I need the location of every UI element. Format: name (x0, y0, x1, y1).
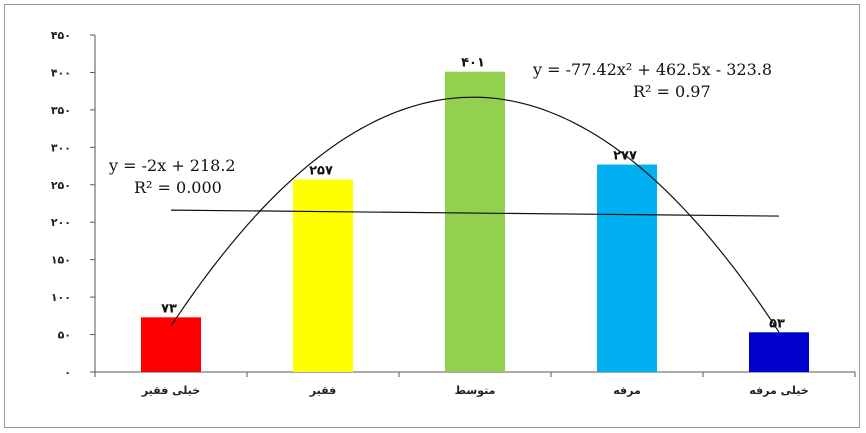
polynomial-equation: y = -77.42x² + 462.5x - 323.8 (532, 60, 772, 79)
trendline-equations: y = -2x + 218.2 R² = 0.000 y = -77.42x² + … (108, 60, 772, 197)
y-tick-label: ۱۰۰ (51, 291, 71, 304)
category-label: خیلی مرفه (749, 384, 808, 397)
linear-trendline (170, 209, 780, 217)
y-tick-label: ۱۵۰ (51, 254, 71, 267)
y-ticks: ۰ ۵۰ ۱۰۰ ۱۵۰ ۲۰۰ ۲۵۰ ۳۰۰ ۳۵۰ ۴۰۰ ۴۵۰ (51, 29, 95, 379)
bar (445, 71, 505, 372)
bar (293, 179, 353, 372)
data-label: ۵۳ (769, 316, 785, 331)
y-tick-label: ۲۰۰ (51, 216, 71, 229)
y-tick-label: ۳۵۰ (51, 104, 71, 117)
linear-r2: R² = 0.000 (134, 178, 222, 197)
data-label: ۲۵۷ (309, 164, 333, 179)
y-tick-label: ۲۵۰ (51, 179, 71, 192)
y-tick-label: ۴۵۰ (51, 29, 71, 42)
category-label: متوسط (455, 384, 496, 397)
category-label: فقیر (309, 384, 336, 397)
data-label: ۴۰۱ (461, 56, 485, 71)
trendlines (170, 96, 780, 333)
category-label: خیلی فقیر (141, 384, 200, 397)
category-label: مرفه (613, 384, 641, 397)
linear-equation: y = -2x + 218.2 (108, 156, 236, 175)
polynomial-r2: R² = 0.97 (633, 82, 711, 101)
bar (141, 317, 201, 372)
category-labels: خیلی فقیر فقیر متوسط مرفه خیلی مرفه (141, 384, 809, 397)
y-tick-label: ۳۰۰ (51, 141, 71, 154)
polynomial-trendline (170, 96, 780, 333)
bar (749, 332, 809, 372)
y-tick-label: ۰ (64, 366, 71, 379)
y-tick-label: ۴۰۰ (51, 66, 71, 79)
bar (597, 164, 657, 372)
chart-frame: ۰ ۵۰ ۱۰۰ ۱۵۰ ۲۰۰ ۲۵۰ ۳۰۰ ۳۵۰ ۴۰۰ ۴۵۰ ۷۳ ۲۵۷ ۴۰۱ ۲۷۷ ۵… (4, 4, 860, 428)
y-tick-label: ۵۰ (58, 329, 71, 342)
data-label: ۷۳ (161, 301, 177, 316)
bars (141, 71, 809, 372)
